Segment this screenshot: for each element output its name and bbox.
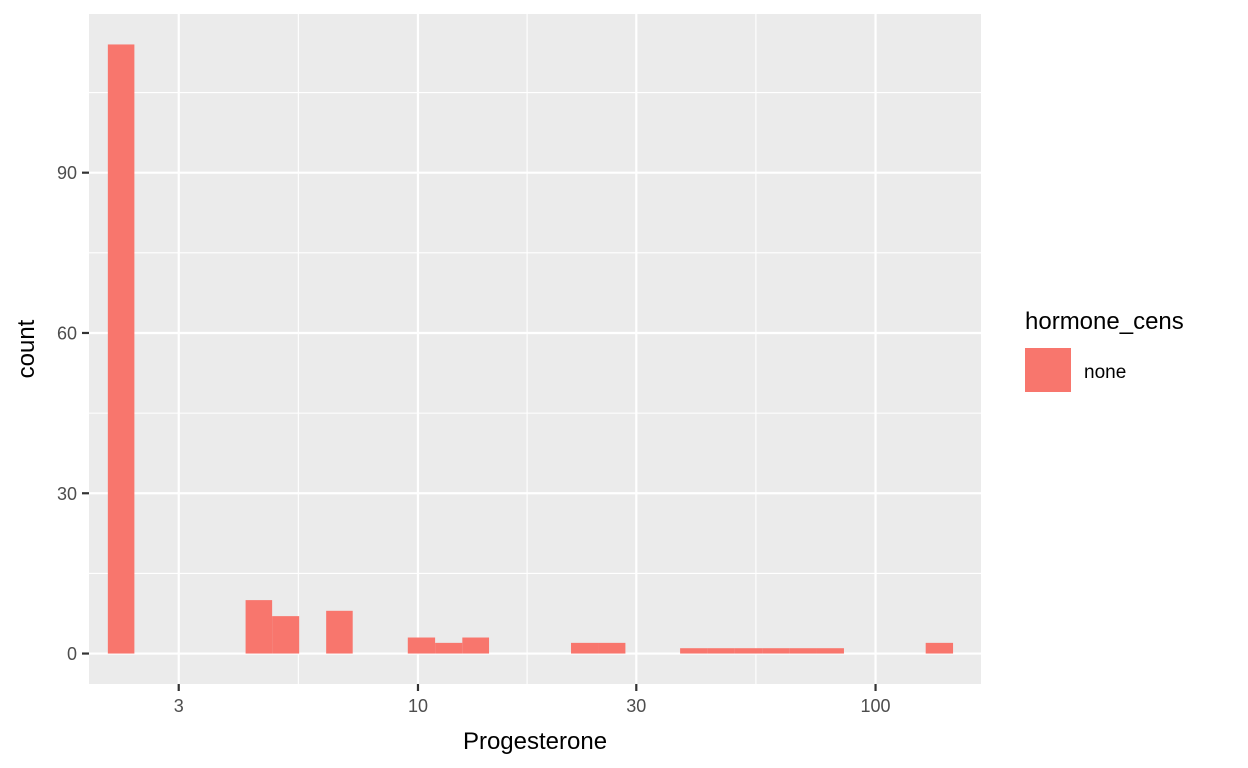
histogram-bar (272, 616, 300, 654)
x-tick-label: 10 (408, 696, 428, 716)
histogram-bar (107, 44, 135, 654)
histogram-bar (598, 642, 626, 654)
histogram-bar (762, 648, 790, 654)
histogram-bar (680, 648, 708, 654)
legend-title: hormone_cens (1025, 308, 1184, 335)
legend: hormone_cens none (1025, 308, 1184, 392)
x-tick-label: 3 (174, 696, 184, 716)
histogram-bar (789, 648, 817, 654)
histogram-bar (462, 637, 490, 654)
histogram-bar (925, 642, 954, 654)
histogram-bar (707, 648, 735, 654)
histogram-bar (407, 637, 436, 654)
y-axis: 0 30 60 90 (57, 163, 89, 664)
x-axis-title: Progesterone (463, 728, 607, 755)
minor-gridlines (89, 14, 981, 684)
y-tick-label: 60 (57, 323, 77, 343)
histogram-bar (734, 648, 763, 654)
x-tick-label: 100 (861, 696, 891, 716)
histogram-bar (326, 610, 353, 654)
y-tick-label: 90 (57, 163, 77, 183)
histogram-bar (816, 648, 844, 654)
plot-panel (89, 14, 981, 684)
y-axis-title: count (13, 319, 40, 378)
y-tick-label: 0 (67, 644, 77, 664)
histogram-bar (571, 642, 599, 654)
histogram-bar (435, 642, 463, 654)
legend-key-none (1025, 348, 1071, 392)
x-tick-label: 30 (626, 696, 646, 716)
histogram-bar (245, 600, 273, 654)
y-tick-label: 30 (57, 484, 77, 504)
histogram-bars (107, 44, 954, 654)
legend-label-none: none (1084, 362, 1126, 383)
x-axis: 3 10 30 100 (174, 684, 891, 716)
major-gridlines (89, 14, 981, 684)
